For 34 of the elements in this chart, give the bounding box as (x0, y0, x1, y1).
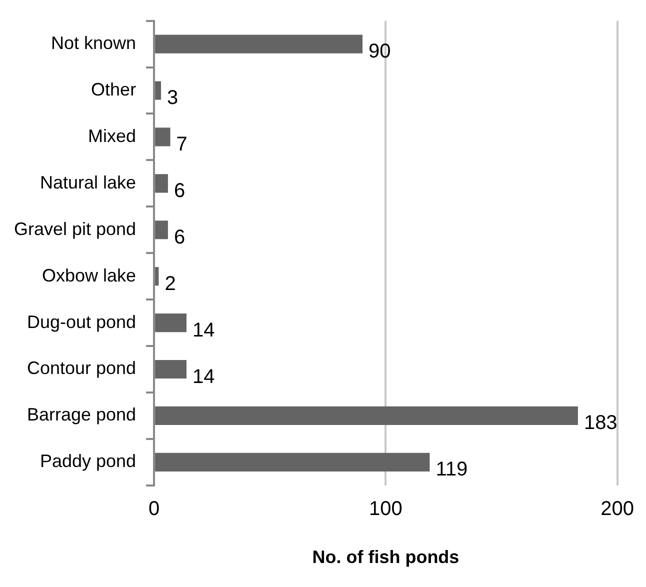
y-tick-label: Natural lake (40, 172, 136, 192)
data-label: 14 (192, 366, 215, 388)
data-label: 119 (436, 458, 468, 481)
y-tick-label: Gravel pit pond (14, 218, 136, 239)
data-label: 6 (174, 180, 186, 202)
y-tick-label: Paddy pond (40, 451, 136, 472)
data-label: 90 (368, 40, 391, 63)
data-label: 3 (167, 87, 178, 110)
bar (155, 360, 186, 379)
bar (155, 406, 578, 425)
bar (155, 174, 168, 193)
y-tick-label: Not known (51, 33, 136, 53)
x-axis-title: No. of fish ponds (312, 547, 460, 568)
bar (155, 34, 363, 54)
data-label: 7 (176, 133, 188, 156)
bar (155, 220, 168, 240)
x-tick-label: 200 (600, 498, 634, 520)
bar (155, 128, 170, 146)
y-tick-label: Contour pond (26, 358, 136, 378)
y-tick-label: Mixed (88, 126, 136, 146)
x-tick-label: 100 (369, 498, 402, 520)
bar (155, 81, 162, 100)
bar (155, 267, 159, 286)
bar (155, 452, 430, 472)
y-tick-label: Oxbow lake (42, 265, 136, 286)
data-label: 6 (174, 226, 186, 248)
y-tick-label: Other (91, 79, 136, 100)
data-label: 14 (192, 319, 215, 342)
data-label: 183 (584, 412, 618, 434)
x-tick-label: 0 (148, 498, 160, 520)
y-tick-label: Barrage pond (26, 404, 136, 425)
y-tick-label: Dug-out pond (26, 312, 136, 332)
bar (155, 314, 186, 332)
data-label: 2 (164, 272, 176, 295)
